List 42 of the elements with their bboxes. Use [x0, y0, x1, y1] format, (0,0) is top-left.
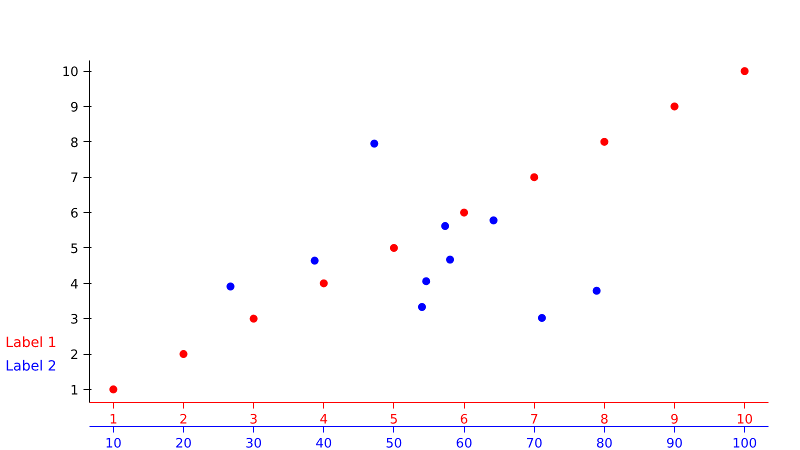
x-tick-label: 5	[390, 412, 398, 428]
y-tick-label: 10	[62, 65, 79, 80]
x2-tick-label: 10	[105, 436, 122, 450]
y-tick-label: 6	[70, 206, 79, 222]
x-tick-label: 4	[320, 412, 328, 428]
point	[460, 208, 468, 217]
y-tick-label: 9	[70, 100, 79, 116]
y-tick-label: 1	[70, 383, 79, 398]
x-axis-title: Label 1	[5, 334, 57, 351]
point	[320, 279, 328, 288]
point	[250, 314, 258, 323]
point	[390, 244, 398, 252]
x-tick-label: 7	[530, 412, 538, 428]
point	[109, 385, 118, 394]
x-tick-label: 9	[670, 412, 679, 428]
x-tick-label: 6	[460, 412, 468, 428]
point	[600, 138, 608, 146]
point	[179, 350, 188, 358]
y-tick-label: 8	[70, 136, 79, 151]
x2-tick-label: 100	[732, 436, 758, 450]
x2-tick-label: 80	[596, 436, 613, 450]
y-tick-label: 3	[70, 312, 79, 328]
x2-tick-label: 60	[456, 436, 472, 450]
y-tick-label: 4	[70, 277, 79, 292]
y-tick-label: 5	[70, 242, 79, 257]
point	[530, 173, 538, 182]
x-tick-label: 1	[109, 412, 118, 428]
x-tick-label: 3	[250, 412, 258, 428]
y-tick-label: 2	[70, 348, 79, 364]
x2-tick-label: 90	[666, 436, 683, 450]
x-tick-label: 10	[736, 412, 753, 428]
x2-axis-title: Label 2	[5, 358, 57, 374]
x2-tick-label: 20	[175, 436, 192, 450]
y-tick-label: 7	[70, 171, 79, 186]
x2-tick-label: 50	[386, 436, 402, 450]
x-tick-label: 8	[600, 412, 609, 428]
point	[740, 67, 749, 76]
x-tick-label: 2	[179, 412, 188, 428]
x2-tick-label: 70	[526, 436, 542, 450]
point	[670, 102, 679, 110]
x2-tick-label: 40	[316, 436, 332, 450]
x2-tick-label: 30	[245, 436, 262, 450]
